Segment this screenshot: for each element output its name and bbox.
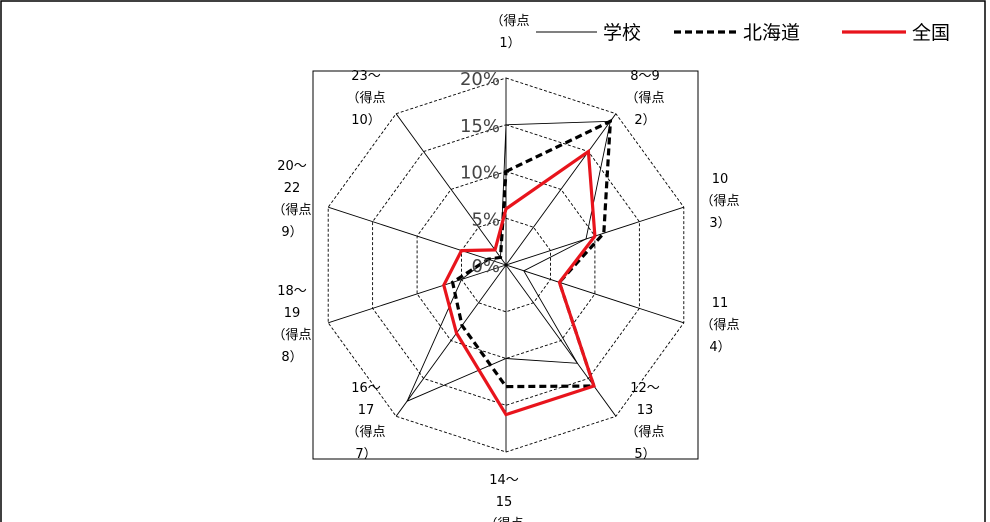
radial-tick-labels: 0% 5% 10% 15% 20% <box>460 69 500 277</box>
series-line-2 <box>450 118 613 389</box>
axis-label-5: 12～ 13 （得点 5） <box>625 381 664 462</box>
grid-ring-5 <box>461 217 551 313</box>
legend-label-2: 北海道 <box>743 22 800 44</box>
axis-label-10: 23～（得点 10） <box>346 69 385 128</box>
legend: 学校 北海道 全国 <box>536 22 950 44</box>
plot-area-border <box>312 70 699 460</box>
axis-label-9: 20～ 22 （得点 9） <box>272 159 311 240</box>
legend-label-1: 学校 <box>603 22 641 44</box>
axis-label-7: 16～ 17 （得点 7） <box>346 381 385 462</box>
spoke-8 <box>328 264 507 324</box>
grid-ring-10 <box>416 171 596 359</box>
spoke-4 <box>505 264 684 324</box>
spoke-2 <box>505 113 617 266</box>
grid-ring-15 <box>372 124 640 406</box>
spoke-10 <box>395 113 507 266</box>
tick-label: 10% <box>460 163 500 184</box>
spoke-5 <box>505 264 617 417</box>
series-layer <box>406 118 613 417</box>
spoke-9 <box>328 206 507 266</box>
spoke-7 <box>395 264 507 417</box>
axis-label-3: 10 （得点 3） <box>700 172 739 231</box>
tick-label: 5% <box>471 209 500 230</box>
axis-label-2: 8～9 （得点 2） <box>625 69 664 128</box>
axis-label-8: 18～ 19 （得点 8） <box>272 284 311 365</box>
axis-labels: （得点 1） 8～9 （得点 2） 10 （得点 3） 11 （得点 4） 12～ 13 （得点 5） 14～… <box>272 13 739 522</box>
tick-label: 0% <box>471 256 500 277</box>
axis-label-1: （得点 1） <box>490 13 529 51</box>
axis-label-6: 14～15（得点 <box>484 473 523 522</box>
series-line-1 <box>406 120 611 403</box>
tick-label: 15% <box>460 116 500 137</box>
tick-label: 20% <box>460 69 500 90</box>
series-line-3 <box>442 148 597 417</box>
axis-label-4: 11 （得点 4） <box>700 296 739 355</box>
legend-label-3: 全国 <box>912 22 950 44</box>
